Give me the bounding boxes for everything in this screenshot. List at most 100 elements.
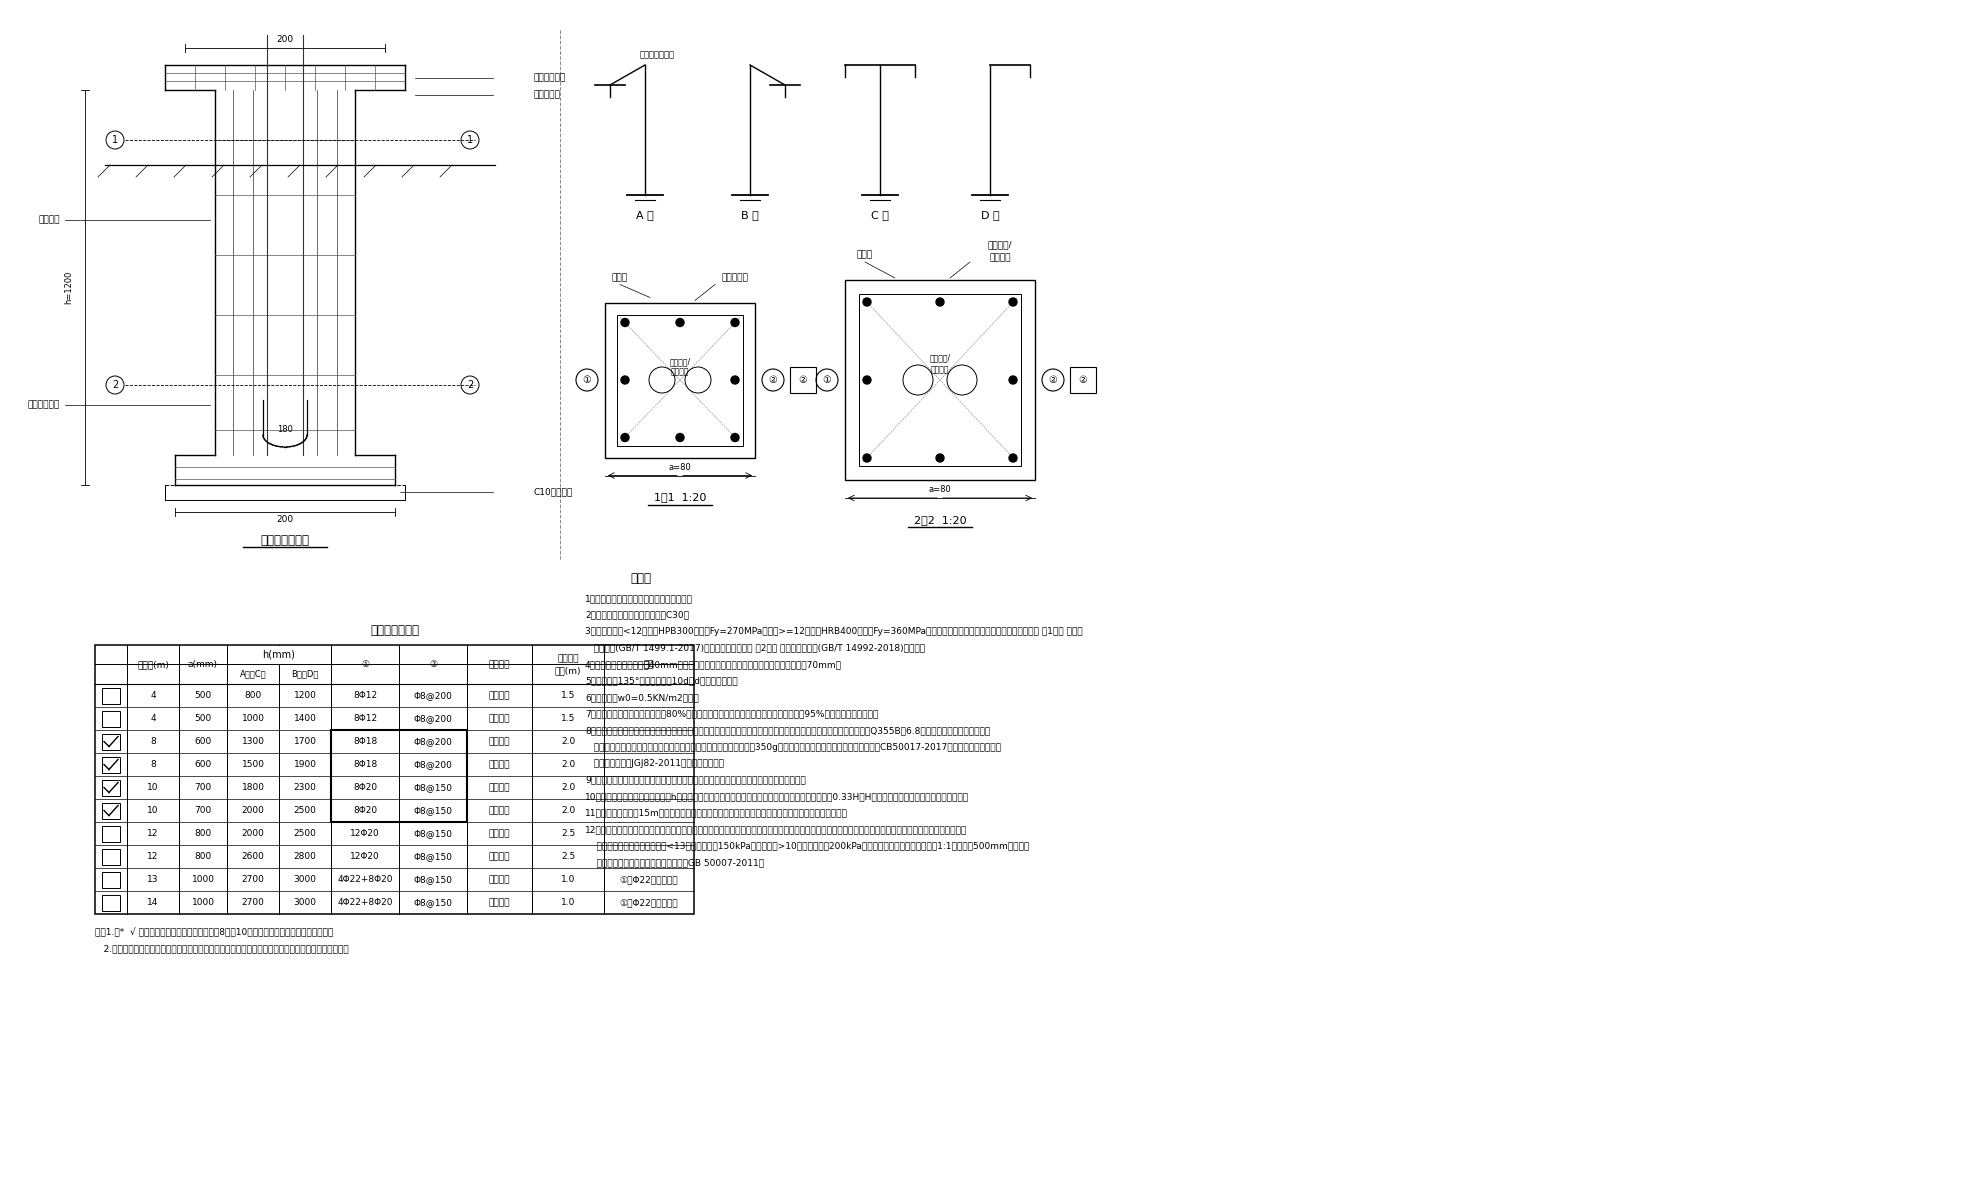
Text: 1900: 1900	[294, 759, 316, 769]
Text: 2500: 2500	[294, 829, 316, 838]
Text: 桩管长度: 桩管长度	[556, 654, 578, 663]
Text: 注：1.打*  √ 适用本工程，本图仅适用于灯杆高8米及10米规格，其余规格由相关部门确定。: 注：1.打* √ 适用本工程，本图仅适用于灯杆高8米及10米规格，其余规格由相关…	[95, 928, 333, 938]
Circle shape	[730, 318, 738, 327]
Text: 14: 14	[148, 898, 158, 907]
Text: Φ8@150: Φ8@150	[412, 875, 452, 884]
Text: D 型: D 型	[981, 210, 998, 220]
Text: 说明：: 说明：	[629, 572, 651, 585]
Text: 7、基础浇筑完成后，强度需达到80%以上，且基坑分层回填至基础面，密实度要求达到95%以上，方可安装灯杆。: 7、基础浇筑完成后，强度需达到80%以上，且基坑分层回填至基础面，密实度要求达到…	[584, 709, 878, 719]
Text: Φ8@150: Φ8@150	[412, 852, 452, 861]
Text: ①: ①	[361, 660, 369, 669]
Text: ②: ②	[1048, 376, 1058, 385]
Text: a(mm): a(mm)	[187, 660, 217, 669]
Text: 限值(m): 限值(m)	[554, 666, 580, 675]
Text: 3000: 3000	[294, 875, 316, 884]
Text: 4Φ22+8Φ20: 4Φ22+8Φ20	[337, 898, 393, 907]
Circle shape	[935, 298, 943, 306]
Text: Φ8@150: Φ8@150	[412, 829, 452, 838]
Text: 灯底座: 灯底座	[612, 273, 627, 282]
Text: 1.5: 1.5	[560, 691, 574, 700]
Bar	[103, 803, 120, 818]
Text: 10: 10	[148, 806, 158, 814]
Text: a=80: a=80	[669, 463, 691, 472]
Text: ②: ②	[428, 660, 436, 669]
Text: 1000: 1000	[191, 898, 215, 907]
Text: 软弱土层: 软弱土层	[489, 759, 509, 769]
Text: Φ8@200: Φ8@200	[414, 759, 452, 769]
Text: ①: ①	[823, 376, 831, 385]
Text: 10、施工提基要求：基础施工时，h天尺寸正洗量，不允许负洗量，施对安装后灯杆倾心度是不得超过0.33H（H为灯杆高度），先管长度具体详参数表。: 10、施工提基要求：基础施工时，h天尺寸正洗量，不允许负洗量，施对安装后灯杆倾心…	[584, 792, 969, 801]
Text: A 型: A 型	[635, 210, 653, 220]
Text: 12: 12	[148, 829, 158, 838]
Text: 地脚螺栓: 地脚螺栓	[39, 215, 59, 225]
Text: Φ8@200: Φ8@200	[414, 691, 452, 700]
Bar	[858, 294, 1020, 466]
Text: 路灯基础剖面图: 路灯基础剖面图	[260, 533, 310, 547]
Text: 预埋螺栓锚脚: 预埋螺栓锚脚	[28, 401, 59, 409]
Text: 8Φ18: 8Φ18	[353, 737, 377, 746]
Text: 软弱土层: 软弱土层	[489, 852, 509, 861]
Text: 2500: 2500	[294, 806, 316, 814]
Text: 8Φ20: 8Φ20	[353, 806, 377, 814]
Text: 1400: 1400	[294, 714, 316, 724]
Text: 700: 700	[193, 806, 211, 814]
Text: Φ8@150: Φ8@150	[412, 898, 452, 907]
Text: 180: 180	[276, 426, 292, 434]
Text: 备注: 备注	[643, 660, 653, 669]
Text: 均采用高强度螺栓并进行抗腐蚀钢筋及对螺栓进行涂心处理，螺栓量350g每千米，螺栓连接满足《钢筋抗设计标准》CB50017-2017、《钢结构高强度螺栓: 均采用高强度螺栓并进行抗腐蚀钢筋及对螺栓进行涂心处理，螺栓量350g每千米，螺栓…	[584, 743, 1000, 751]
Bar	[95, 645, 694, 914]
Bar	[103, 895, 120, 910]
Text: 预埋螺栓: 预埋螺栓	[988, 254, 1010, 262]
Text: 1000: 1000	[241, 714, 264, 724]
Text: 8: 8	[150, 759, 156, 769]
Text: 800: 800	[193, 852, 211, 861]
Text: 3、钢筋：直径<12，采用HPB300钢筋，Fy=270MPa；直径>=12，采用HRB400钢筋，Fy=360MPa。钢筋力学性能参数标准符合《钢筋混凝土用钢: 3、钢筋：直径<12，采用HPB300钢筋，Fy=270MPa；直径>=12，采…	[584, 627, 1081, 636]
Text: 1.0: 1.0	[560, 875, 574, 884]
Circle shape	[675, 318, 685, 327]
Text: 1700: 1700	[294, 737, 316, 746]
Text: 8: 8	[150, 737, 156, 746]
Circle shape	[1008, 454, 1016, 462]
Text: 1.0: 1.0	[560, 898, 574, 907]
Text: 软弱土层: 软弱土层	[489, 898, 509, 907]
Text: 2700: 2700	[241, 898, 264, 907]
Text: 1200: 1200	[294, 691, 316, 700]
Text: 3000: 3000	[294, 898, 316, 907]
Text: 8、地脚螺栓应基础浇筑前预置，预置量应按照路灯灯杆厂家产品要求确定，灯底座螺栓由厂家提供，地脚螺栓建议采用Q355B（6.8级），连接螺母、螺母、垫圈: 8、地脚螺栓应基础浇筑前预置，预置量应按照路灯灯杆厂家产品要求确定，灯底座螺栓由…	[584, 726, 990, 736]
Text: 8Φ20: 8Φ20	[353, 783, 377, 792]
Text: 预埋螺栓: 预埋螺栓	[671, 367, 689, 377]
Bar	[103, 848, 120, 865]
Text: 800: 800	[245, 691, 262, 700]
Text: 1.5: 1.5	[560, 714, 574, 724]
Text: 8Φ12: 8Φ12	[353, 691, 377, 700]
Text: 500: 500	[193, 714, 211, 724]
Text: 12Φ20: 12Φ20	[349, 829, 379, 838]
Bar	[103, 825, 120, 842]
Text: Φ8@150: Φ8@150	[412, 783, 452, 792]
Text: 灯底座: 灯底座	[856, 250, 872, 260]
Text: 6、基本风压w0=0.5KN/m2考虑。: 6、基本风压w0=0.5KN/m2考虑。	[584, 692, 698, 702]
Text: 地脚螺栓/: 地脚螺栓/	[986, 240, 1012, 250]
Text: 10: 10	[148, 783, 158, 792]
Text: 地基承载力特征值：灯杆高度<13米时，限达到150kPa，灯杆高度>10米时，限达到200kPa，如不能达到，在基础底面铺填1:1砂石垫层500mm，具余未: 地基承载力特征值：灯杆高度<13米时，限达到150kPa，灯杆高度>10米时，限…	[584, 842, 1028, 850]
Text: A型、C型: A型、C型	[239, 670, 266, 678]
Text: 1－1  1:20: 1－1 1:20	[653, 493, 706, 502]
Text: C10垫砼垫层: C10垫砼垫层	[533, 488, 572, 496]
Text: B 型: B 型	[740, 210, 758, 220]
Text: 2: 2	[468, 380, 474, 390]
Text: B型、D型: B型、D型	[292, 670, 318, 678]
Text: 1300: 1300	[241, 737, 264, 746]
Text: 软弱土层: 软弱土层	[489, 691, 509, 700]
Text: 2300: 2300	[294, 783, 316, 792]
Text: 2: 2	[112, 380, 118, 390]
Text: ①: ①	[582, 376, 592, 385]
Text: 地脚螺栓/: 地脚螺栓/	[669, 358, 691, 366]
Text: 700: 700	[193, 783, 211, 792]
Text: 12: 12	[148, 852, 158, 861]
Text: Φ8@150: Φ8@150	[412, 806, 452, 814]
Bar	[789, 367, 815, 393]
Bar	[604, 303, 754, 458]
Bar	[618, 315, 742, 445]
Text: 地脚螺栓/: 地脚螺栓/	[929, 354, 951, 362]
Bar	[103, 780, 120, 795]
